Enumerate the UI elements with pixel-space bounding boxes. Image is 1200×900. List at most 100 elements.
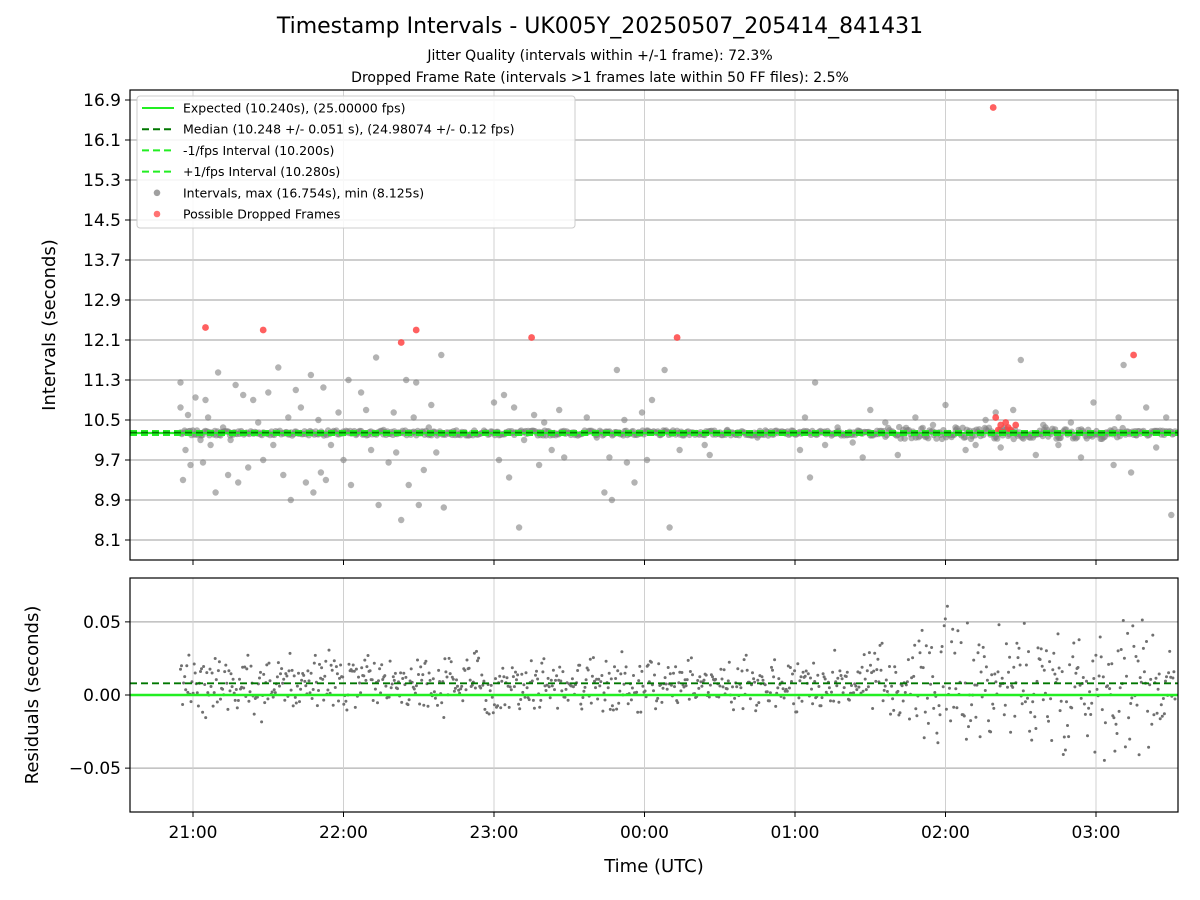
- interval-point: [556, 406, 563, 414]
- interval-point: [322, 476, 330, 484]
- residual-point: [465, 658, 469, 662]
- residual-point: [1097, 674, 1101, 678]
- residual-point: [596, 697, 600, 701]
- residual-point: [874, 679, 878, 683]
- residual-point: [1125, 674, 1128, 678]
- residual-point: [797, 696, 801, 700]
- interval-point: [177, 379, 184, 386]
- residual-point: [593, 679, 596, 683]
- residual-point: [729, 700, 733, 704]
- interval-point: [398, 516, 405, 524]
- residual-point: [262, 672, 266, 676]
- interval-point: [548, 446, 555, 454]
- residual-point: [669, 683, 673, 687]
- residual-point: [335, 672, 339, 676]
- residual-point: [1137, 753, 1141, 757]
- residual-point: [224, 663, 228, 667]
- interval-point: [214, 369, 222, 376]
- residual-point: [532, 706, 536, 710]
- interval-point: [385, 459, 392, 466]
- residual-point: [830, 690, 833, 694]
- interval-point: [901, 435, 908, 442]
- residual-point: [660, 700, 664, 704]
- interval-point: [347, 481, 355, 489]
- residual-point: [448, 672, 452, 676]
- residual-point: [918, 651, 922, 655]
- interval-point: [706, 451, 713, 459]
- residual-point: [673, 685, 676, 689]
- residual-point: [1136, 659, 1140, 663]
- interval-point: [919, 424, 926, 432]
- residual-point: [479, 686, 483, 690]
- residual-point: [294, 701, 298, 705]
- dropped-frame-point: [989, 104, 997, 111]
- residual-point: [661, 686, 665, 690]
- residual-point: [266, 697, 270, 701]
- residual-point: [1013, 714, 1017, 718]
- residual-point: [745, 668, 749, 672]
- residual-point: [937, 704, 941, 708]
- residual-point: [677, 681, 681, 685]
- residual-point: [452, 689, 456, 693]
- residual-point: [755, 703, 759, 707]
- residual-point: [330, 668, 334, 672]
- interval-point: [942, 401, 949, 409]
- residual-point: [531, 698, 535, 702]
- legend-box: [136, 95, 576, 229]
- residual-point: [209, 685, 213, 688]
- residual-point: [838, 669, 842, 673]
- residual-point: [583, 685, 587, 689]
- interval-point: [250, 396, 257, 404]
- legend-label: Median (10.248 +/- 0.051 s), (24.98074 +…: [183, 122, 514, 137]
- residual-point: [215, 700, 219, 704]
- residual-point: [290, 668, 294, 672]
- residual-point: [1123, 745, 1127, 749]
- residual-point: [490, 695, 494, 699]
- residual-point: [477, 656, 481, 660]
- interval-point: [302, 479, 310, 486]
- interval-point: [260, 456, 267, 464]
- residual-point: [914, 707, 918, 711]
- interval-point: [1153, 444, 1160, 451]
- residual-point: [1034, 727, 1038, 730]
- residual-point: [876, 657, 880, 661]
- residual-point: [679, 689, 683, 693]
- residual-point: [975, 683, 979, 687]
- residual-point: [318, 662, 321, 666]
- interval-point: [666, 524, 673, 531]
- residual-point: [289, 688, 293, 692]
- residual-point: [298, 700, 301, 704]
- residual-point: [437, 668, 441, 672]
- residual-point: [287, 669, 291, 673]
- residual-point: [817, 685, 821, 688]
- residual-point: [300, 678, 304, 682]
- interval-point: [1067, 419, 1075, 426]
- residual-point: [252, 712, 256, 716]
- top-y-tick-label: 12.9: [83, 291, 121, 311]
- residual-point: [992, 706, 996, 710]
- interval-point: [676, 446, 683, 454]
- interval-point: [643, 456, 651, 464]
- interval-point: [1017, 356, 1024, 364]
- residual-point: [989, 730, 993, 734]
- legend-label: -1/fps Interval (10.200s): [183, 143, 334, 158]
- residual-point: [1038, 658, 1042, 661]
- residual-point: [1155, 711, 1159, 715]
- residual-point: [463, 668, 467, 672]
- residual-point: [494, 677, 497, 681]
- interval-point: [541, 419, 548, 426]
- residual-point: [906, 658, 910, 662]
- residual-point: [1070, 706, 1074, 710]
- residual-point: [259, 670, 262, 674]
- residual-point: [372, 661, 376, 665]
- residual-point: [337, 699, 340, 703]
- residual-point: [297, 671, 300, 675]
- residual-point: [487, 712, 491, 716]
- residual-point: [1110, 662, 1114, 666]
- residual-point: [823, 677, 827, 681]
- residual-point: [782, 696, 786, 700]
- residual-point: [855, 688, 859, 692]
- residual-point: [246, 653, 250, 657]
- residual-point: [184, 688, 188, 692]
